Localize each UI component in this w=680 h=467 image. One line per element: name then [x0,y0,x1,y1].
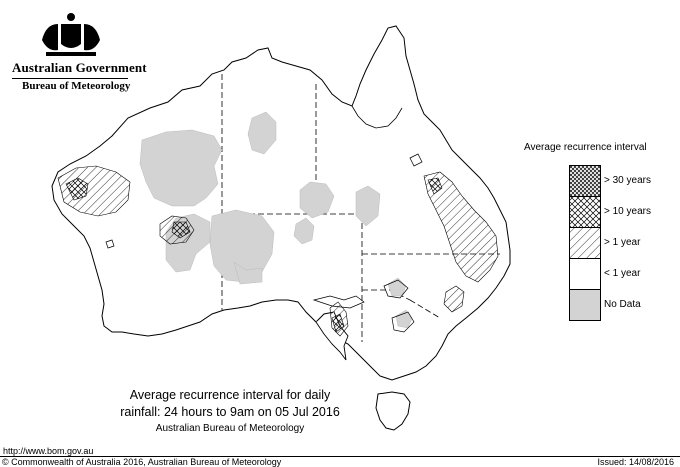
header-divider [12,78,128,79]
map-title-line1: Average recurrence interval for daily [129,388,331,402]
lake-outlines [105,153,423,333]
legend-label-over-1-year: > 1 year [604,237,641,248]
legend-label-no-data: No Data [604,299,641,310]
coat-of-arms-icon [42,13,100,56]
legend-title: Average recurrence interval [524,142,647,153]
bom-url: http://www.bom.gov.au [3,446,94,456]
government-name: Australian Government [12,60,147,75]
legend-swatch-under-1-year [569,258,601,290]
legend-label-over-10-years: > 10 years [604,206,651,217]
cape-york-coast [351,105,403,129]
legend-label-under-1-year: < 1 year [604,268,641,279]
legend-swatches [569,165,601,321]
map-source: Australian Bureau of Meteorology [155,423,305,434]
tasmania-outline [375,391,411,431]
legend-swatch-over-1-year [569,227,601,259]
over-10-years-regions [65,177,443,333]
legend-swatch-over-30-years [569,165,601,197]
copyright-notice: © Commonwealth of Australia 2016, Austra… [2,457,282,467]
bureau-name: Bureau of Meteorology [22,80,131,92]
legend-swatch-no-data [569,289,601,321]
legend-swatch-over-10-years [569,196,601,228]
footer-divider [0,456,680,457]
map-title-line2: rainfall: 24 hours to 9am on 05 Jul 2016 [120,405,340,419]
issued-date: Issued: 14/08/2016 [597,457,674,467]
legend-label-over-30-years: > 30 years [604,175,651,186]
